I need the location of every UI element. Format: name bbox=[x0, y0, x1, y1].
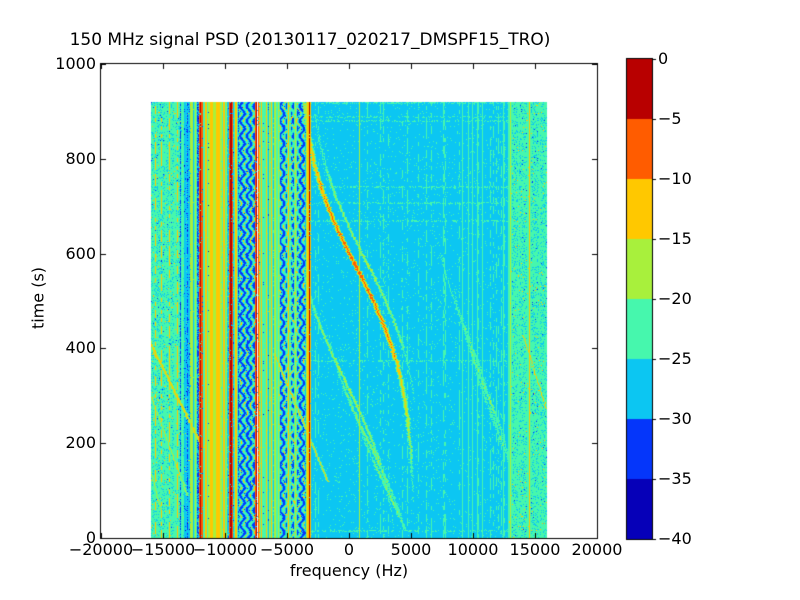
y-tick-label: 400 bbox=[65, 338, 96, 358]
y-tick-label: 200 bbox=[65, 433, 96, 453]
x-tick-label: 15000 bbox=[509, 540, 561, 559]
x-tick-label: −10000 bbox=[192, 540, 258, 559]
x-tick-label: 5000 bbox=[390, 540, 432, 559]
y-tick-label: 0 bbox=[85, 528, 96, 547]
colorbar-tick-label: −25 bbox=[658, 349, 692, 368]
colorbar-tick-label: −15 bbox=[658, 229, 692, 248]
colorbar-tick-label: −40 bbox=[658, 529, 692, 548]
colorbar-tick-label: −10 bbox=[658, 169, 692, 188]
x-tick-label: 10000 bbox=[447, 540, 499, 559]
colorbar-tick-label: −30 bbox=[658, 409, 692, 428]
colorbar-tick-label: −35 bbox=[658, 469, 692, 488]
colorbar-tick-label: −20 bbox=[658, 289, 692, 308]
x-tick-label: 0 bbox=[343, 540, 355, 559]
y-tick-label: 600 bbox=[65, 243, 96, 263]
x-axis-label: frequency (Hz) bbox=[289, 561, 409, 580]
y-axis-label: time (s) bbox=[28, 266, 48, 330]
x-tick-label: 20000 bbox=[571, 540, 623, 559]
colorbar-tick-label: 0 bbox=[658, 49, 669, 68]
x-tick-label: −20000 bbox=[68, 540, 134, 559]
chart-title: 150 MHz signal PSD (20130117_020217_DMSP… bbox=[69, 30, 551, 50]
y-tick-label: 800 bbox=[65, 148, 96, 168]
x-tick-label: −5000 bbox=[259, 540, 315, 559]
x-tick-label: −15000 bbox=[130, 540, 196, 559]
colorbar-tick-label: −5 bbox=[658, 109, 682, 128]
y-tick-label: 1000 bbox=[55, 54, 96, 73]
